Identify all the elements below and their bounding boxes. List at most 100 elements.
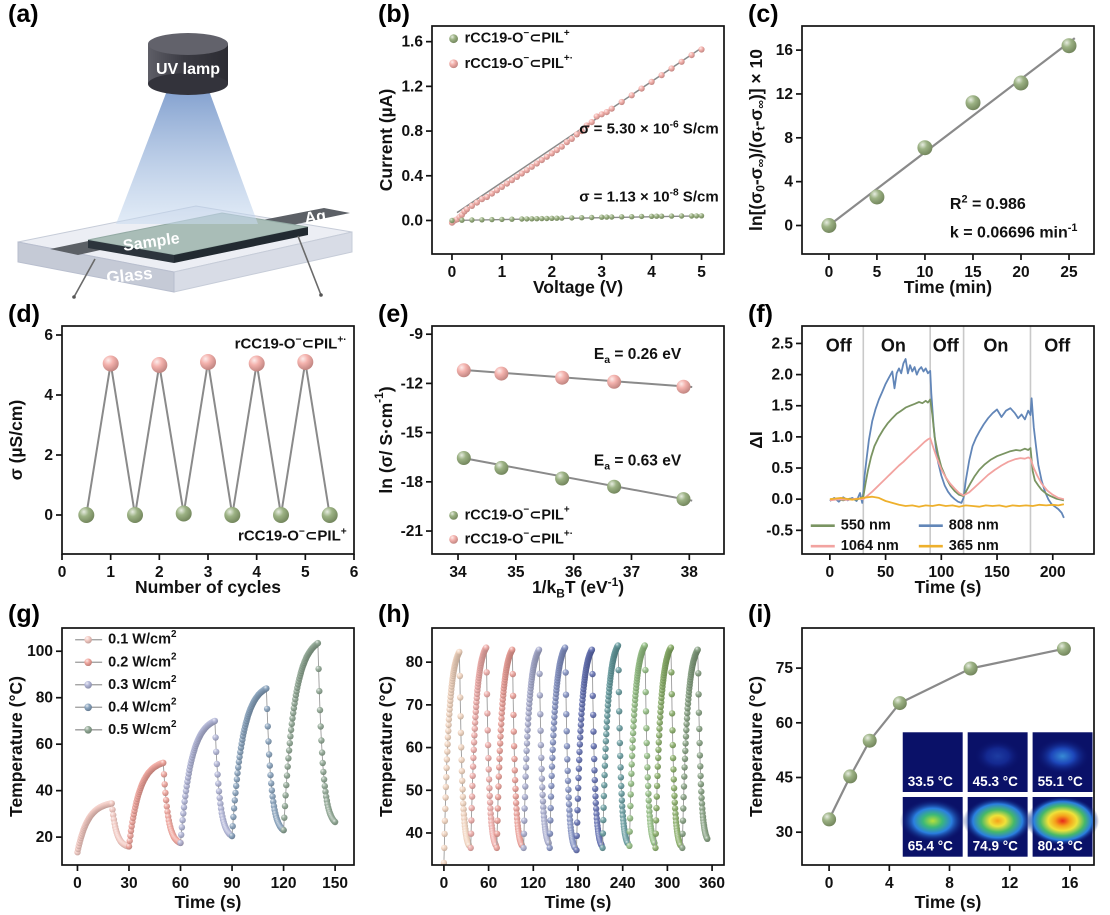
x-axis-label: Voltage (V) [533, 277, 623, 297]
svg-text:120: 120 [520, 875, 546, 892]
svg-text:-12: -12 [401, 375, 423, 392]
series-cycle-0 [74, 800, 133, 856]
svg-text:40: 40 [406, 824, 423, 841]
y-axis-label: ΔI [746, 431, 766, 448]
svg-text:60: 60 [776, 714, 793, 731]
svg-text:1.5: 1.5 [771, 397, 793, 414]
legend-item: 0.5 W/cm2 [75, 719, 177, 738]
x-axis-label: 1/kBT (eV-1) [532, 575, 624, 600]
chart-kinetics-fit: R2 = 0.986 k = 0.06696 min-1 0 5 10 15 20 25 0 4 8… [746, 25, 1095, 297]
x-axis-label: Time (min) [904, 277, 992, 297]
panel-label-f: (f) [748, 300, 773, 328]
svg-text:38: 38 [681, 564, 699, 581]
svg-text:1064 nm: 1064 nm [841, 538, 899, 554]
series-scatter-2 [456, 363, 691, 394]
svg-text:365 nm: 365 nm [949, 538, 999, 554]
uv-lamp-label: UV lamp [156, 61, 220, 78]
chart-conductivity-cycles: rCC19-O−⊂PIL+· rCC19-O−⊂PIL+ 0 1 2 3 4 5 6 0 2 4 6 Nu… [6, 325, 359, 597]
svg-text:60: 60 [172, 875, 189, 892]
svg-text:550 nm: 550 nm [841, 518, 891, 534]
series-cycle-4 [280, 639, 339, 834]
x-axis-label: Time (s) [915, 577, 982, 597]
panel-a: (a) [0, 0, 370, 300]
svg-text:240: 240 [610, 875, 636, 892]
uv-lamp [148, 33, 228, 95]
svg-text:3: 3 [597, 264, 606, 281]
svg-text:1.2: 1.2 [401, 78, 423, 95]
annotation: k = 0.06696 min-1 [950, 222, 1078, 241]
svg-text:0.0: 0.0 [401, 212, 423, 229]
series-cycle-8 [652, 644, 684, 852]
legend-item: rCC19-O−⊂PIL+ [449, 27, 570, 47]
svg-text:1.6: 1.6 [401, 33, 423, 50]
axis-ticks: 0 30 60 90 120 150 20 40 60 80 100 [27, 643, 348, 892]
svg-text:0.4: 0.4 [401, 167, 423, 184]
svg-text:120: 120 [271, 875, 297, 892]
axes-frame [431, 325, 725, 555]
series-cycle-9 [679, 646, 711, 852]
panel-e: (e) Ea = 0.26 eV Ea = 0.63 eV rCC19-O−⊂PIL… [370, 300, 740, 600]
legend-item: 0.2 W/cm2 [75, 651, 177, 670]
chart-photothermal-power: 0.1 W/cm2 0.2 W/cm2 0.3 W/cm2 0.4 W/cm2 0.5 … [6, 627, 355, 912]
y-axis-label: Temperature (°C) [6, 676, 26, 817]
svg-text:4: 4 [885, 875, 894, 892]
series-cycle-3 [520, 646, 552, 852]
svg-text:0.2 W/cm2: 0.2 W/cm2 [108, 651, 177, 670]
panel-label-c: (c) [748, 0, 779, 28]
svg-text:2.5: 2.5 [771, 335, 793, 352]
thermal-temp-label: 33.5 °C [908, 774, 953, 789]
annotation: Ea = 0.63 eV [594, 452, 682, 472]
svg-text:1.0: 1.0 [771, 428, 793, 445]
series-scatter-1 [78, 505, 338, 523]
svg-text:rCC19-O−⊂PIL+: rCC19-O−⊂PIL+ [465, 27, 570, 46]
legend-item: 550 nm [810, 518, 891, 534]
thermal-hotspot [961, 796, 1035, 846]
svg-text:1: 1 [106, 564, 115, 581]
svg-text:0.4 W/cm2: 0.4 W/cm2 [108, 696, 177, 715]
svg-text:4: 4 [784, 173, 793, 190]
axes-frame [431, 25, 725, 255]
svg-text:2.0: 2.0 [771, 366, 793, 383]
thermal-temp-label: 45.3 °C [973, 774, 1018, 789]
svg-text:37: 37 [623, 564, 640, 581]
svg-text:150: 150 [984, 564, 1010, 581]
panel-label-b: (b) [378, 0, 410, 28]
svg-text:0: 0 [58, 564, 67, 581]
series-scatter-1 [821, 38, 1077, 233]
svg-text:4: 4 [252, 564, 261, 581]
panel-label-d: (d) [8, 300, 40, 328]
panel-f: (f) Off On Off On Off 550 nm 1064 nm 808 nm 365 … [740, 300, 1110, 600]
panel-label-i: (i) [748, 600, 772, 628]
series-cycle-7 [626, 642, 658, 849]
annotation: On [881, 336, 906, 356]
svg-text:0: 0 [825, 264, 834, 281]
svg-text:45: 45 [776, 769, 794, 786]
annotation: R2 = 0.986 [950, 194, 1026, 213]
x-axis-label: Time (s) [915, 892, 982, 912]
thermal-image-inset: 33.5 °C 45.3 °C 55.1 °C 65.4 °C 74.9 °C 80.3 … [898, 732, 1101, 857]
uv-beam [116, 88, 258, 224]
axes-frame [801, 25, 1095, 255]
series-line-3 [829, 495, 1065, 508]
svg-text:360: 360 [699, 875, 725, 892]
svg-text:15: 15 [964, 264, 982, 281]
thermal-temp-label: 74.9 °C [973, 839, 1018, 854]
panel-d: (d) rCC19-O−⊂PIL+· rCC19-O−⊂PIL+ 0 1 2 3 4 5 6 0 2… [0, 300, 370, 600]
series-scatter-3 [449, 213, 705, 224]
series-cycle-6 [599, 642, 631, 852]
legend-item: 808 nm [918, 518, 999, 534]
svg-text:8: 8 [945, 875, 954, 892]
series-cycle-2 [177, 717, 236, 847]
axis-ticks: 0 50 100 150 200 -0.5 0.0 0.5 1.0 1.5 2.0 2.5 [766, 335, 1065, 581]
svg-text:80: 80 [36, 689, 53, 706]
annotation: Off [826, 336, 853, 356]
svg-text:8: 8 [784, 129, 793, 146]
panel-g: (g) 0.1 W/cm2 0.2 W/cm2 0.3 W/cm2 0.4 W/cm2… [0, 600, 370, 915]
annotation: Off [933, 336, 960, 356]
series-scatter-2 [448, 46, 705, 226]
annotation: Ea = 0.26 eV [594, 346, 682, 366]
svg-text:0: 0 [784, 217, 793, 234]
chart-photoresponse: Off On Off On Off 550 nm 1064 nm 808 nm 365 nm 0 5… [746, 325, 1095, 597]
svg-text:5: 5 [697, 264, 706, 281]
legend-item: 0.1 W/cm2 [75, 628, 177, 648]
